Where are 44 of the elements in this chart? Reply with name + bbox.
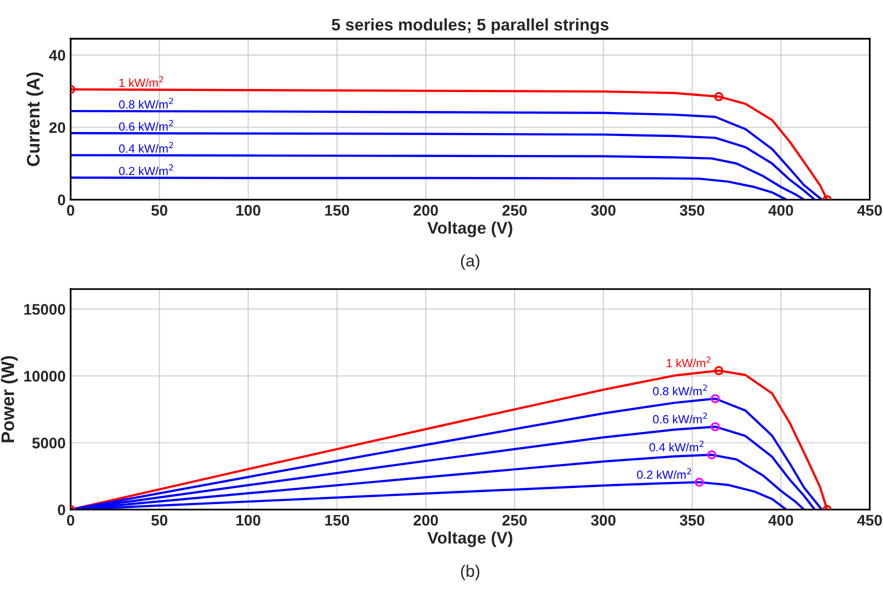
x-tick-label: 150 xyxy=(325,514,350,526)
x-tick-label: 300 xyxy=(590,204,616,216)
x-tick-label: 50 xyxy=(151,514,168,526)
x-tick-label: 300 xyxy=(590,514,616,526)
series-label: 0.8 kW/m$^{2}$ xyxy=(119,98,173,109)
series-label: 0.4 kW/m$^{2}$ xyxy=(649,440,704,452)
series-label: 0.2 kW/m$^{2}$ xyxy=(637,468,691,479)
x-axis-title: Voltage (V) xyxy=(427,222,512,238)
chart-title: 5 series modules; 5 parallel strings xyxy=(332,18,608,34)
series-label: 0.6 kW/m$^{2}$ xyxy=(653,412,707,424)
series-label: 0.8 kW/m$^{2}$ xyxy=(653,384,707,396)
x-tick-label: 100 xyxy=(236,514,260,526)
y-tick-label: 40 xyxy=(49,50,66,61)
y-tick-label: 0 xyxy=(58,504,66,516)
x-tick-label: 0 xyxy=(66,514,74,526)
x-tick-label: 200 xyxy=(414,514,438,526)
y-tick-label: 10000 xyxy=(24,370,66,382)
series-label: 1 kW/m$^{2}$ xyxy=(666,356,710,368)
y-tick-label: 15000 xyxy=(24,304,66,315)
x-tick-label: 150 xyxy=(325,204,350,216)
y-tick-label: 0 xyxy=(58,194,66,206)
x-tick-label: 400 xyxy=(768,514,794,526)
series-label: 1 kW/m$^{2}$ xyxy=(119,76,164,87)
y-axis-title: Current (A) xyxy=(26,72,44,166)
x-tick-label: 100 xyxy=(236,204,260,216)
y-axis-title: Power (W) xyxy=(0,356,18,442)
text: (b) xyxy=(461,564,480,580)
series-label: 0.6 kW/m$^{2}$ xyxy=(119,120,173,131)
x-tick-label: 350 xyxy=(680,204,704,216)
series-label: 0.2 kW/m$^{2}$ xyxy=(119,164,173,176)
x-tick-label: 250 xyxy=(502,204,527,216)
x-tick-label: 0 xyxy=(66,204,74,216)
x-tick-label: 200 xyxy=(414,204,438,216)
x-tick-label: 450 xyxy=(857,514,882,526)
x-tick-label: 400 xyxy=(768,204,794,216)
x-axis-title: Voltage (V) xyxy=(427,531,512,548)
x-tick-label: 450 xyxy=(857,204,882,216)
x-tick-label: 350 xyxy=(680,514,704,526)
series-label: 0.4 kW/m$^{2}$ xyxy=(119,142,173,153)
y-tick-label: 5000 xyxy=(32,438,66,448)
y-tick-label: 20 xyxy=(49,122,66,134)
x-tick-label: 50 xyxy=(151,204,168,216)
x-tick-label: 250 xyxy=(502,514,527,526)
text: (a) xyxy=(461,254,480,270)
